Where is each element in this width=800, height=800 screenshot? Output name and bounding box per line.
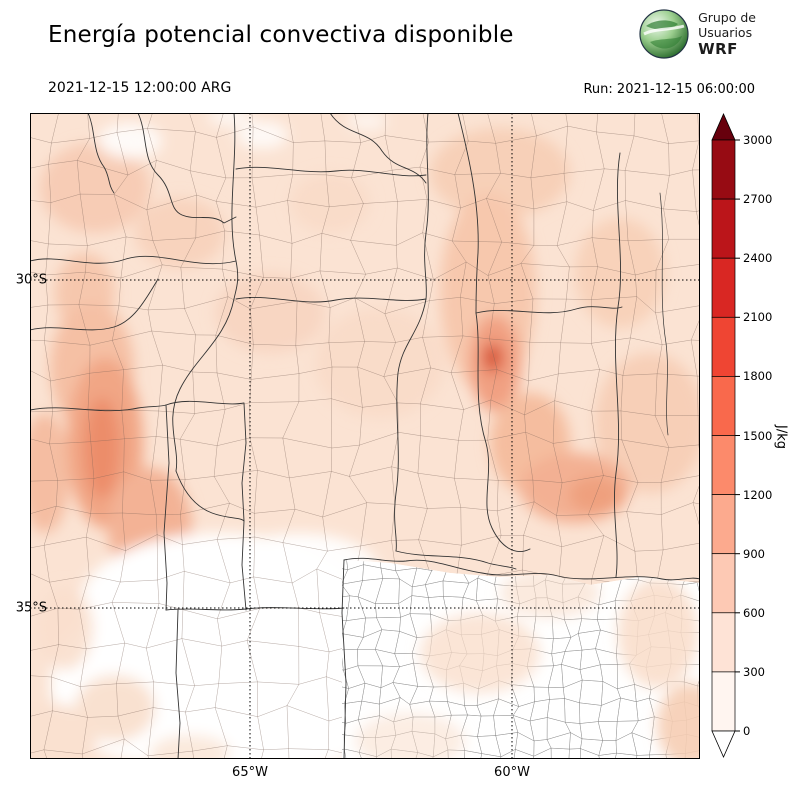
lat-tick-35s: 35°S (15, 600, 47, 616)
colorbar-tick-label: 2100 (743, 310, 773, 325)
colorbar-tick-label: 1200 (743, 487, 773, 502)
colorbar-tick-label: 300 (743, 664, 765, 679)
colorbar-unit-label: J/kg (773, 425, 789, 449)
run-time-label: Run: 2021-12-15 06:00:00 (583, 82, 755, 97)
logo-line-wrf: WRF (698, 40, 738, 58)
wrf-logo: Grupo de Usuarios WRF (638, 8, 756, 60)
colorbar-tick-label: 3000 (743, 133, 773, 147)
map-panel (30, 113, 700, 759)
lon-tick-60w: 60°W (494, 765, 530, 780)
logo-line-2: Usuarios (698, 25, 753, 40)
valid-time-label: 2021-12-15 12:00:00 ARG (48, 80, 232, 96)
buenos-aires-region (342, 560, 700, 759)
colorbar (711, 113, 740, 758)
logo-line-1: Grupo de (698, 10, 756, 25)
lat-tick-30s: 30°S (15, 272, 47, 288)
colorbar-tick-label: 600 (743, 605, 765, 620)
colorbar-tick-label: 2400 (743, 251, 773, 266)
lon-tick-65w: 65°W (232, 765, 268, 780)
map-border (30, 113, 700, 759)
colorbar-tick-label: 1800 (743, 369, 773, 384)
colorbar-tick-marks (735, 139, 740, 732)
colorbar-tick-label: 900 (743, 546, 765, 561)
colorbar-under-arrow (711, 730, 736, 758)
wrf-globe-icon (639, 9, 689, 59)
colorbar-segments (711, 139, 736, 732)
colorbar-over-arrow (711, 113, 736, 141)
cape-shading-blobs (30, 113, 700, 759)
logo-text: Grupo de Usuarios WRF (698, 10, 756, 58)
colorbar-tick-label: 0 (743, 724, 751, 738)
province-boundaries (30, 113, 700, 759)
cape-map (30, 113, 700, 759)
colorbar-tick-label: 2700 (743, 192, 773, 207)
page-title: Energía potencial convectiva disponible (48, 22, 514, 48)
colorbar-tick-label: 1500 (743, 428, 773, 443)
